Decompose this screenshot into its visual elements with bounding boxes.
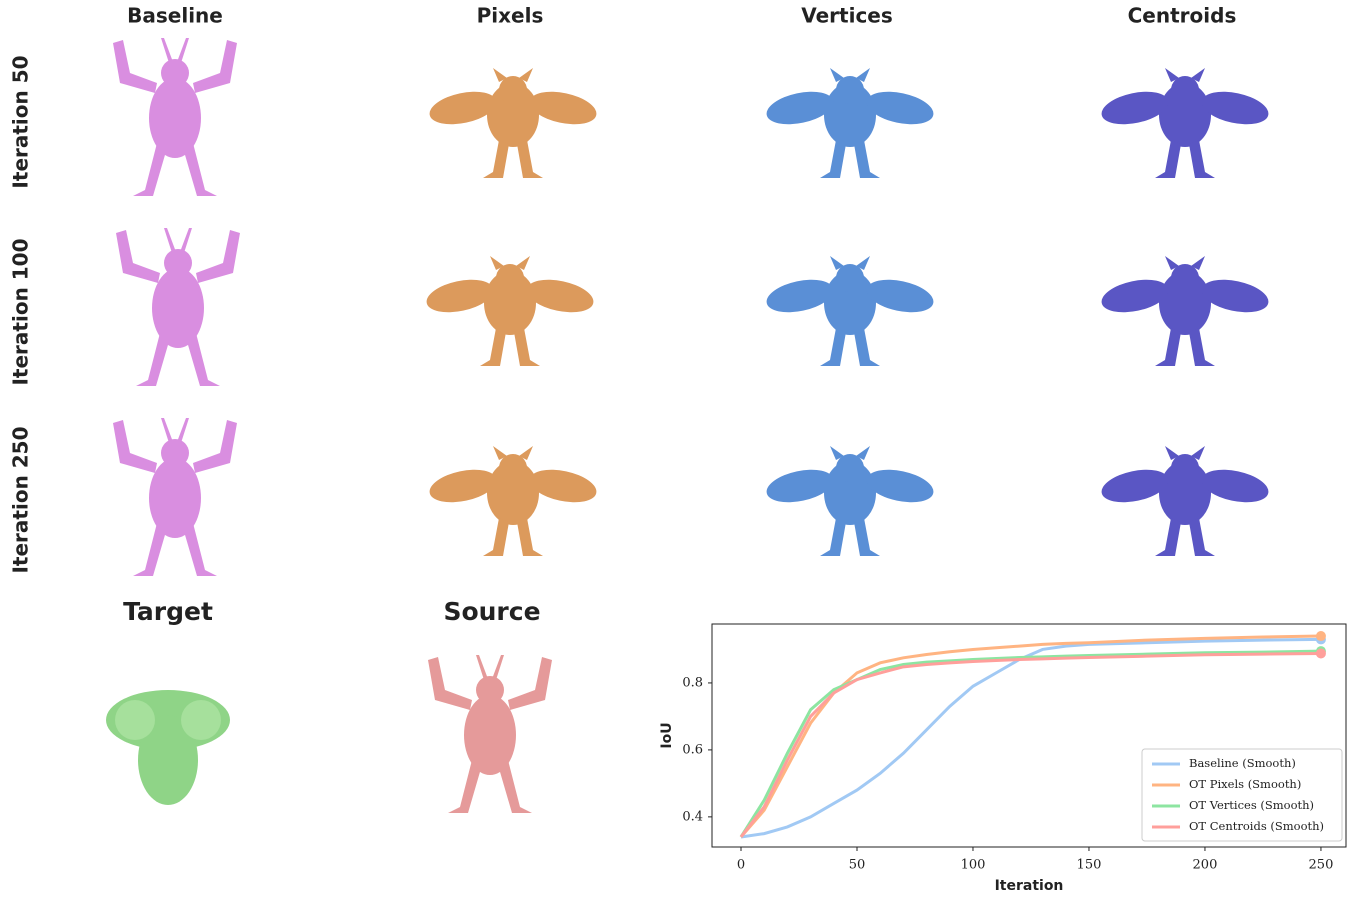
- column-header: Baseline: [127, 4, 223, 28]
- mesh-render: [1099, 256, 1272, 366]
- row-label: Iteration 250: [9, 426, 33, 573]
- y-axis-label: IoU: [659, 722, 675, 748]
- mesh-render: [116, 228, 240, 386]
- x-tick-label: 150: [1077, 858, 1102, 873]
- source-mesh: [428, 655, 552, 813]
- x-tick-label: 250: [1309, 858, 1334, 873]
- source-label: Source: [443, 597, 540, 626]
- x-tick-label: 0: [737, 858, 745, 873]
- x-axis-label: Iteration: [995, 878, 1064, 894]
- mesh-render: [764, 256, 937, 366]
- row-label: Iteration 100: [9, 238, 33, 385]
- legend-label: OT Pixels (Smooth): [1189, 777, 1301, 791]
- mesh-render: [427, 68, 600, 178]
- row-label: Iteration 50: [9, 55, 33, 188]
- mesh-render: [1099, 68, 1272, 178]
- mesh-render: [1099, 446, 1272, 556]
- legend-label: OT Vertices (Smooth): [1189, 798, 1314, 812]
- x-tick-label: 50: [849, 858, 866, 873]
- mesh-render: [424, 256, 597, 366]
- legend-label: OT Centroids (Smooth): [1189, 819, 1324, 833]
- mesh-render: [113, 38, 237, 196]
- end-marker: [1316, 631, 1326, 641]
- y-tick-label: 0.8: [682, 675, 703, 690]
- y-tick-label: 0.6: [682, 742, 703, 757]
- renders: [106, 38, 1271, 813]
- column-header: Pixels: [477, 4, 544, 28]
- mesh-render: [427, 446, 600, 556]
- y-tick-label: 0.4: [682, 809, 703, 824]
- mesh-render: [764, 446, 937, 556]
- target-mesh: [106, 690, 230, 805]
- mesh-render: [764, 68, 937, 178]
- legend-label: Baseline (Smooth): [1189, 756, 1296, 770]
- legend: Baseline (Smooth) OT Pixels (Smooth) OT Ve…: [1142, 749, 1342, 841]
- chart: 0.4 0.6 0.8 0 50 100 150 200 250 Iteration IoU Base…: [659, 624, 1346, 894]
- x-tick-label: 100: [961, 858, 986, 873]
- x-tick-label: 200: [1193, 858, 1218, 873]
- column-header: Vertices: [801, 4, 893, 28]
- mesh-render: [113, 418, 237, 576]
- end-marker: [1316, 648, 1326, 658]
- column-header: Centroids: [1128, 4, 1237, 28]
- figure: Baseline Pixels Vertices Centroids Itera…: [0, 0, 1351, 898]
- target-label: Target: [123, 597, 213, 626]
